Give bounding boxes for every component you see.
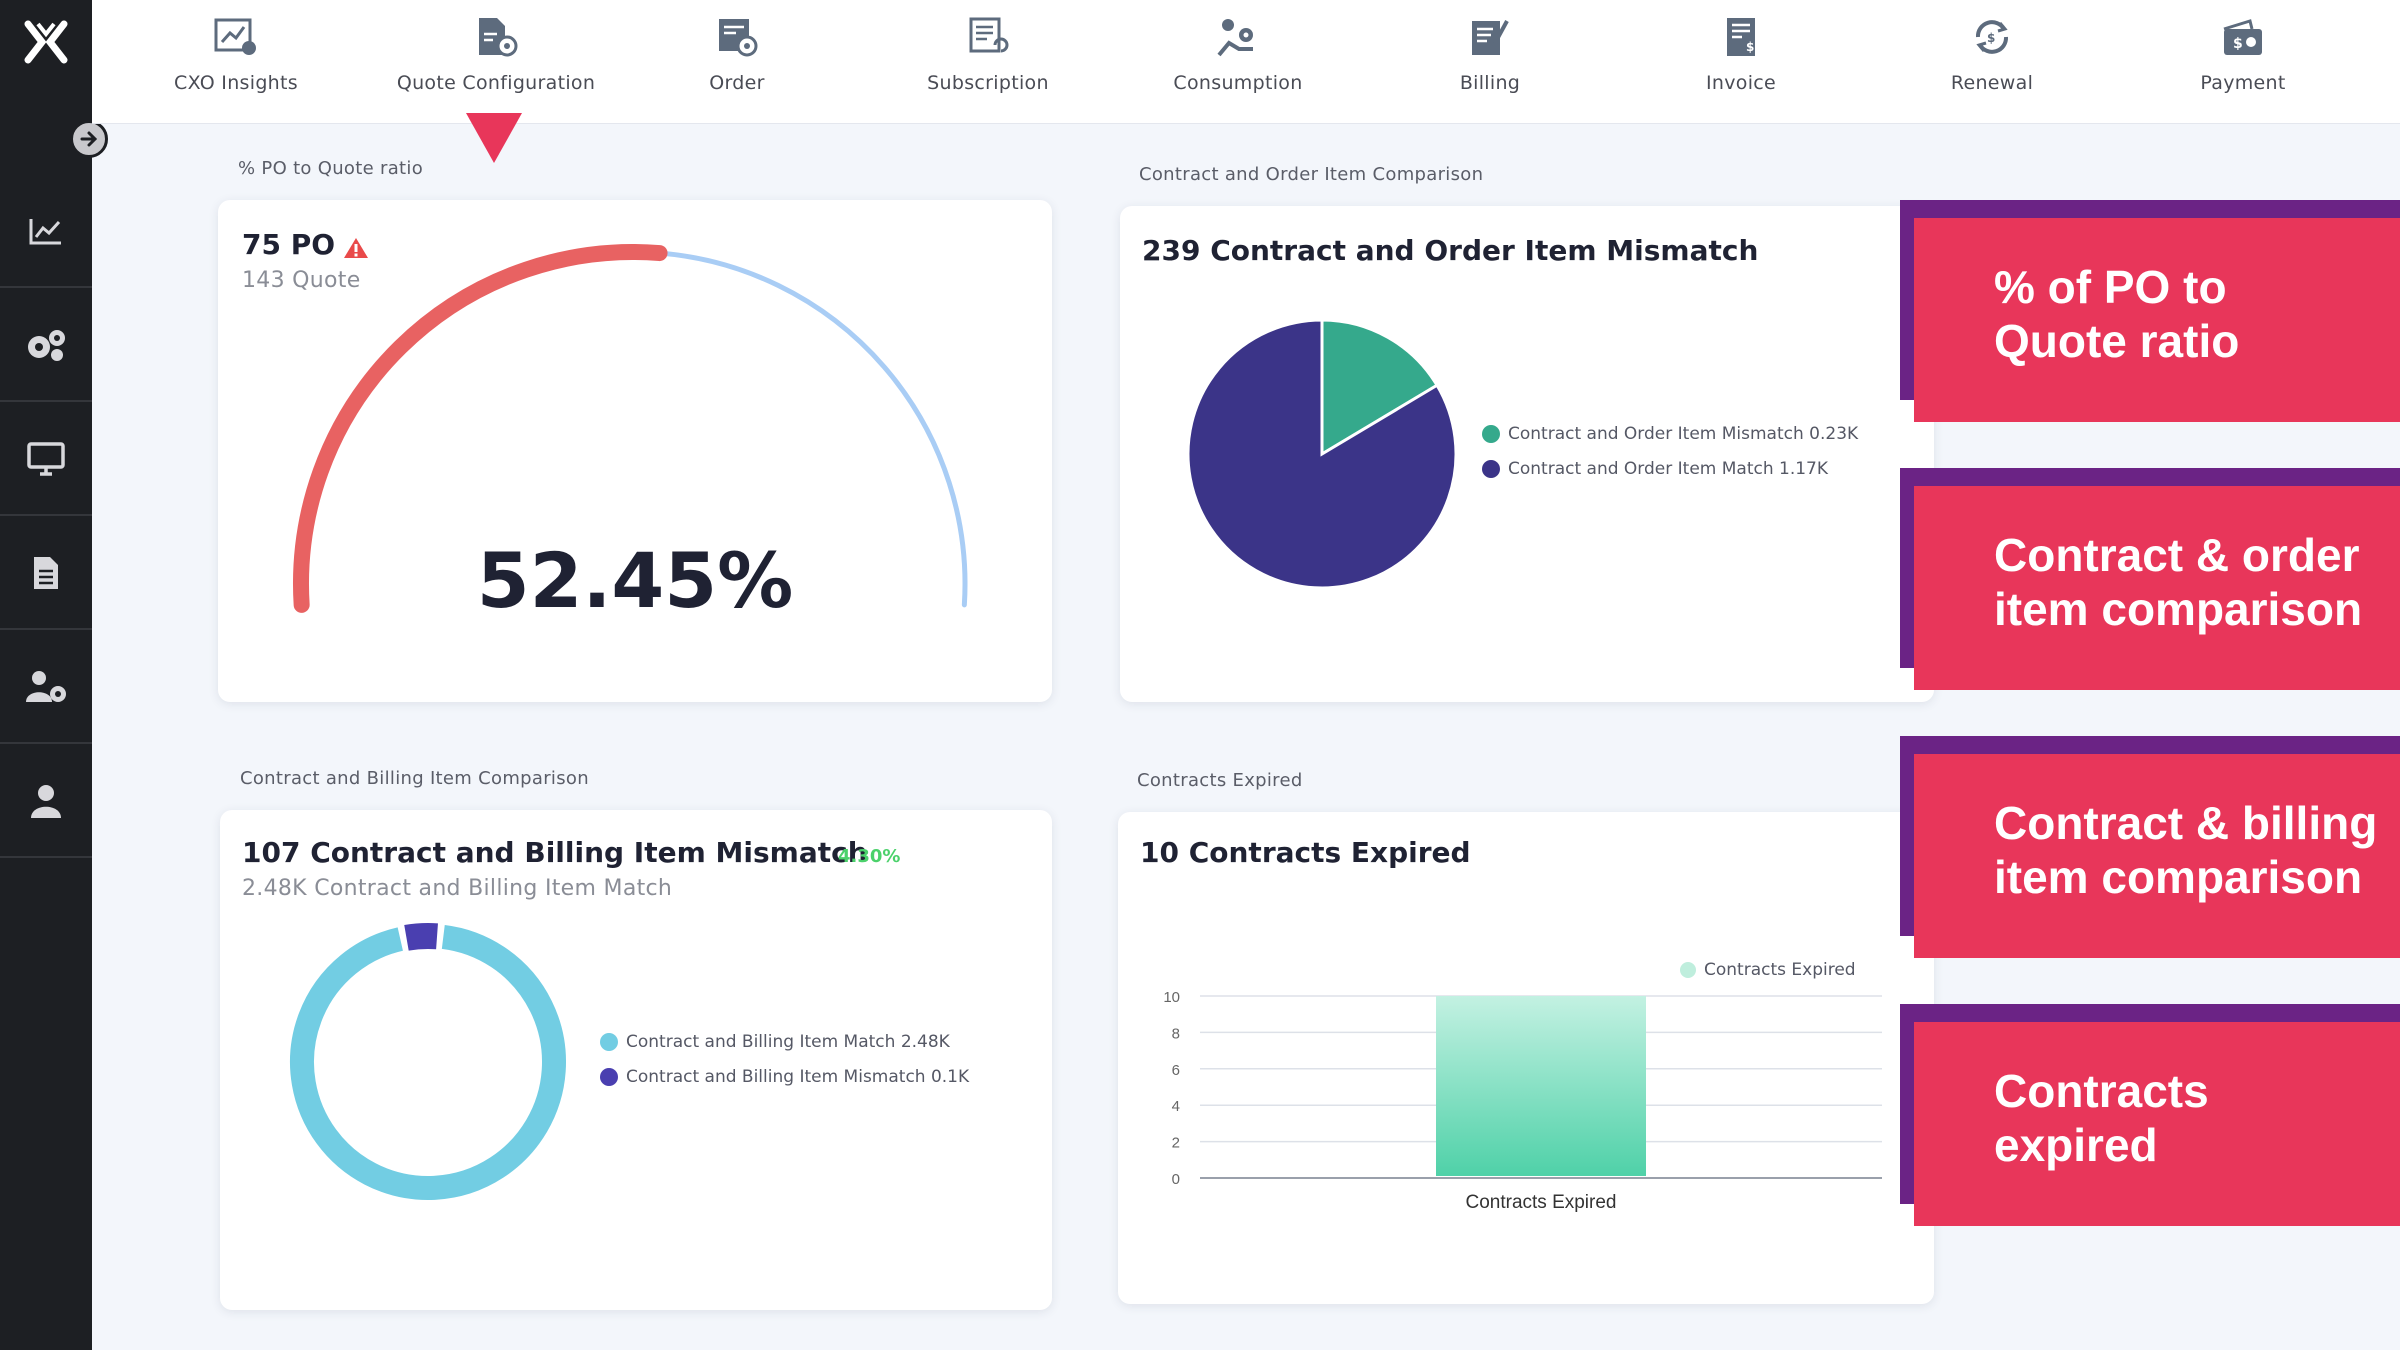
pie-slice-1[interactable]: [1186, 318, 1458, 590]
callout-contracts-expired: Contracts expired: [1900, 1004, 2400, 1226]
x-tick-label: Contracts Expired: [1465, 1192, 1616, 1213]
contract-order-section-title: Contract and Order Item Comparison: [1139, 164, 1484, 185]
tab-subscription[interactable]: Subscription: [878, 0, 1098, 124]
contract-billing-donut-chart: [290, 923, 566, 1200]
gauge-fill: [293, 244, 668, 613]
legend-item-order-match[interactable]: Contract and Order Item Match 1.17K: [1482, 459, 1828, 479]
expand-sidebar-icon[interactable]: [70, 120, 108, 158]
analytics-icon[interactable]: [0, 176, 92, 288]
y-tick-label: 6: [1172, 1062, 1180, 1079]
legend-swatch: [1482, 425, 1500, 443]
sidebar: [0, 0, 108, 1350]
y-tick-label: 0: [1172, 1171, 1180, 1188]
contract-order-pie-chart: [1186, 318, 1458, 590]
billing-icon: [1465, 12, 1515, 62]
y-tick-label: 10: [1163, 989, 1180, 1006]
svg-text:$: $: [1987, 31, 1995, 45]
po-quote-gauge: [293, 244, 968, 613]
app-logo-icon[interactable]: [14, 10, 78, 74]
legend-swatch: [1482, 460, 1500, 478]
svg-text:$: $: [1746, 40, 1754, 54]
legend-item-order-mismatch[interactable]: Contract and Order Item Mismatch 0.23K: [1482, 424, 1858, 444]
user-icon[interactable]: [0, 746, 92, 858]
consumption-icon: [1213, 12, 1263, 62]
donut-slice-mismatch[interactable]: [404, 923, 438, 951]
contract-order-title: 239 Contract and Order Item Mismatch: [1142, 234, 1759, 267]
renewal-icon: $: [1967, 12, 2017, 62]
callout-contract-billing: Contract & billing item comparison: [1900, 736, 2400, 958]
tab-billing[interactable]: Billing: [1380, 0, 1600, 124]
payment-icon: $: [2218, 12, 2268, 62]
callout-text: Contracts expired: [1994, 1065, 2209, 1171]
subscription-icon: [963, 12, 1013, 62]
callout-text: Contract & billing item comparison: [1994, 797, 2378, 903]
y-tick-label: 8: [1172, 1025, 1180, 1042]
po-count-title: 75 PO: [242, 228, 336, 261]
donut-slice-match[interactable]: [290, 925, 566, 1200]
order-icon: [712, 12, 762, 62]
svg-text:$: $: [2233, 36, 2243, 52]
tab-renewal[interactable]: $ Renewal: [1882, 0, 2102, 124]
mismatch-percent-badge: 4.30%: [838, 846, 901, 867]
settings-gears-icon[interactable]: [0, 290, 92, 402]
contracts-expired-bar-chart: 0 2 4 6 8 10 Contracts Expired: [1163, 989, 1882, 1213]
po-quote-section-title: % PO to Quote ratio: [238, 158, 424, 179]
quote-count-subtitle: 143 Quote: [242, 268, 361, 293]
legend-item-contracts-expired[interactable]: Contracts Expired: [1680, 960, 1856, 980]
tab-cxo-insights[interactable]: CXO Insights: [126, 0, 346, 124]
active-tab-indicator: [466, 113, 522, 163]
warning-icon: [342, 236, 370, 264]
contracts-expired-section-title: Contracts Expired: [1137, 770, 1303, 791]
tab-consumption[interactable]: Consumption: [1128, 0, 1348, 124]
callout-text: % of PO to Quote ratio: [1994, 261, 2240, 367]
callout-text: Contract & order item comparison: [1994, 529, 2363, 635]
invoice-icon: $: [1716, 12, 1766, 62]
callout-contract-order: Contract & order item comparison: [1900, 468, 2400, 690]
tab-payment[interactable]: $ Payment: [2133, 0, 2353, 124]
user-settings-icon[interactable]: [0, 632, 92, 744]
contract-order-card: 239 Contract and Order Item Mismatch Con…: [1120, 206, 1934, 702]
legend-item-billing-match[interactable]: Contract and Billing Item Match 2.48K: [600, 1032, 950, 1052]
gauge-track: [657, 250, 968, 608]
tab-invoice[interactable]: $ Invoice: [1631, 0, 1851, 124]
tab-quote-configuration[interactable]: Quote Configuration: [386, 0, 606, 124]
contracts-expired-title: 10 Contracts Expired: [1140, 836, 1471, 869]
legend-item-billing-mismatch[interactable]: Contract and Billing Item Mismatch 0.1K: [600, 1067, 969, 1087]
insights-icon: [211, 12, 261, 62]
bar-contracts-expired[interactable]: [1436, 996, 1646, 1176]
contract-billing-title: 107 Contract and Billing Item Mismatch: [242, 836, 868, 869]
contract-billing-subtitle: 2.48K Contract and Billing Item Match: [242, 876, 673, 901]
top-navigation: CXO Insights Quote Configuration Order S…: [92, 0, 2400, 124]
contracts-expired-card: 10 Contracts Expired Contracts Expired 0…: [1118, 812, 1934, 1304]
legend-swatch: [600, 1033, 618, 1051]
y-tick-label: 2: [1172, 1135, 1180, 1152]
callout-po-quote: % of PO to Quote ratio: [1900, 200, 2400, 422]
po-quote-card: 75 PO 143 Quote 52.45%: [218, 200, 1052, 702]
contract-billing-section-title: Contract and Billing Item Comparison: [240, 768, 589, 789]
legend-swatch: [1680, 962, 1696, 978]
pie-slice-0[interactable]: [1320, 318, 1440, 457]
document-icon[interactable]: [0, 518, 92, 630]
y-tick-label: 4: [1172, 1098, 1180, 1115]
legend-swatch: [600, 1068, 618, 1086]
contract-billing-card: 107 Contract and Billing Item Mismatch 4…: [220, 810, 1052, 1310]
po-quote-percent: 52.45%: [476, 536, 794, 625]
monitor-icon[interactable]: [0, 404, 92, 516]
quote-config-icon: [471, 12, 521, 62]
tab-order[interactable]: Order: [627, 0, 847, 124]
